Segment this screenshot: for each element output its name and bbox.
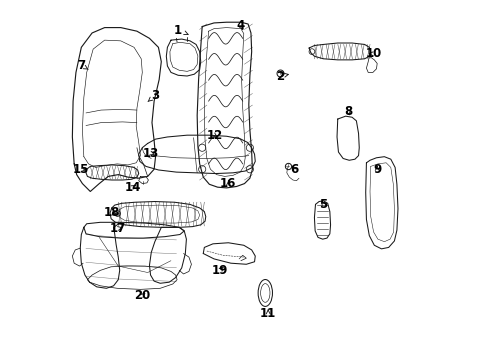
Text: 7: 7 <box>77 59 88 72</box>
Text: 11: 11 <box>260 307 276 320</box>
Text: 5: 5 <box>319 198 327 211</box>
Text: 19: 19 <box>211 264 228 277</box>
Text: 15: 15 <box>73 163 89 176</box>
Text: 8: 8 <box>344 105 352 118</box>
Text: 2: 2 <box>276 69 288 82</box>
Text: 18: 18 <box>103 207 120 220</box>
Text: 10: 10 <box>365 47 381 60</box>
Text: 20: 20 <box>134 289 150 302</box>
Text: 14: 14 <box>124 181 141 194</box>
Text: 13: 13 <box>142 147 158 159</box>
Text: 16: 16 <box>220 177 236 190</box>
Text: 1: 1 <box>174 24 188 37</box>
Text: 4: 4 <box>236 19 244 32</box>
Text: 12: 12 <box>206 129 223 142</box>
Text: 9: 9 <box>372 163 381 176</box>
Text: 17: 17 <box>110 222 126 235</box>
Text: 3: 3 <box>148 89 159 102</box>
Text: 6: 6 <box>289 163 298 176</box>
